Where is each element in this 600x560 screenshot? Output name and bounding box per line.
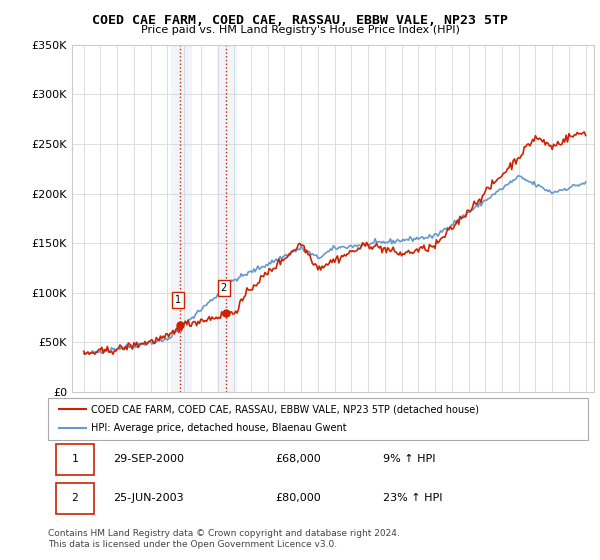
Text: 29-SEP-2000: 29-SEP-2000 [113, 455, 184, 464]
Bar [217, 45, 237, 392]
FancyBboxPatch shape [48, 398, 588, 440]
Text: 23% ↑ HPI: 23% ↑ HPI [383, 493, 442, 503]
FancyBboxPatch shape [56, 483, 94, 514]
Text: Contains HM Land Registry data © Crown copyright and database right 2024.
This d: Contains HM Land Registry data © Crown c… [48, 529, 400, 549]
Text: 2: 2 [71, 493, 79, 503]
Text: COED CAE FARM, COED CAE, RASSAU, EBBW VALE, NP23 5TP (detached house): COED CAE FARM, COED CAE, RASSAU, EBBW VA… [91, 404, 479, 414]
Text: HPI: Average price, detached house, Blaenau Gwent: HPI: Average price, detached house, Blae… [91, 423, 347, 433]
FancyBboxPatch shape [56, 444, 94, 475]
Text: COED CAE FARM, COED CAE, RASSAU, EBBW VALE, NP23 5TP: COED CAE FARM, COED CAE, RASSAU, EBBW VA… [92, 14, 508, 27]
Text: 25-JUN-2003: 25-JUN-2003 [113, 493, 184, 503]
Text: 2: 2 [221, 283, 227, 293]
Bar [172, 45, 191, 392]
Text: £68,000: £68,000 [275, 455, 320, 464]
Text: 9% ↑ HPI: 9% ↑ HPI [383, 455, 436, 464]
Text: 1: 1 [175, 295, 181, 305]
Text: Price paid vs. HM Land Registry's House Price Index (HPI): Price paid vs. HM Land Registry's House … [140, 25, 460, 35]
Text: £80,000: £80,000 [275, 493, 320, 503]
Text: 1: 1 [71, 455, 79, 464]
